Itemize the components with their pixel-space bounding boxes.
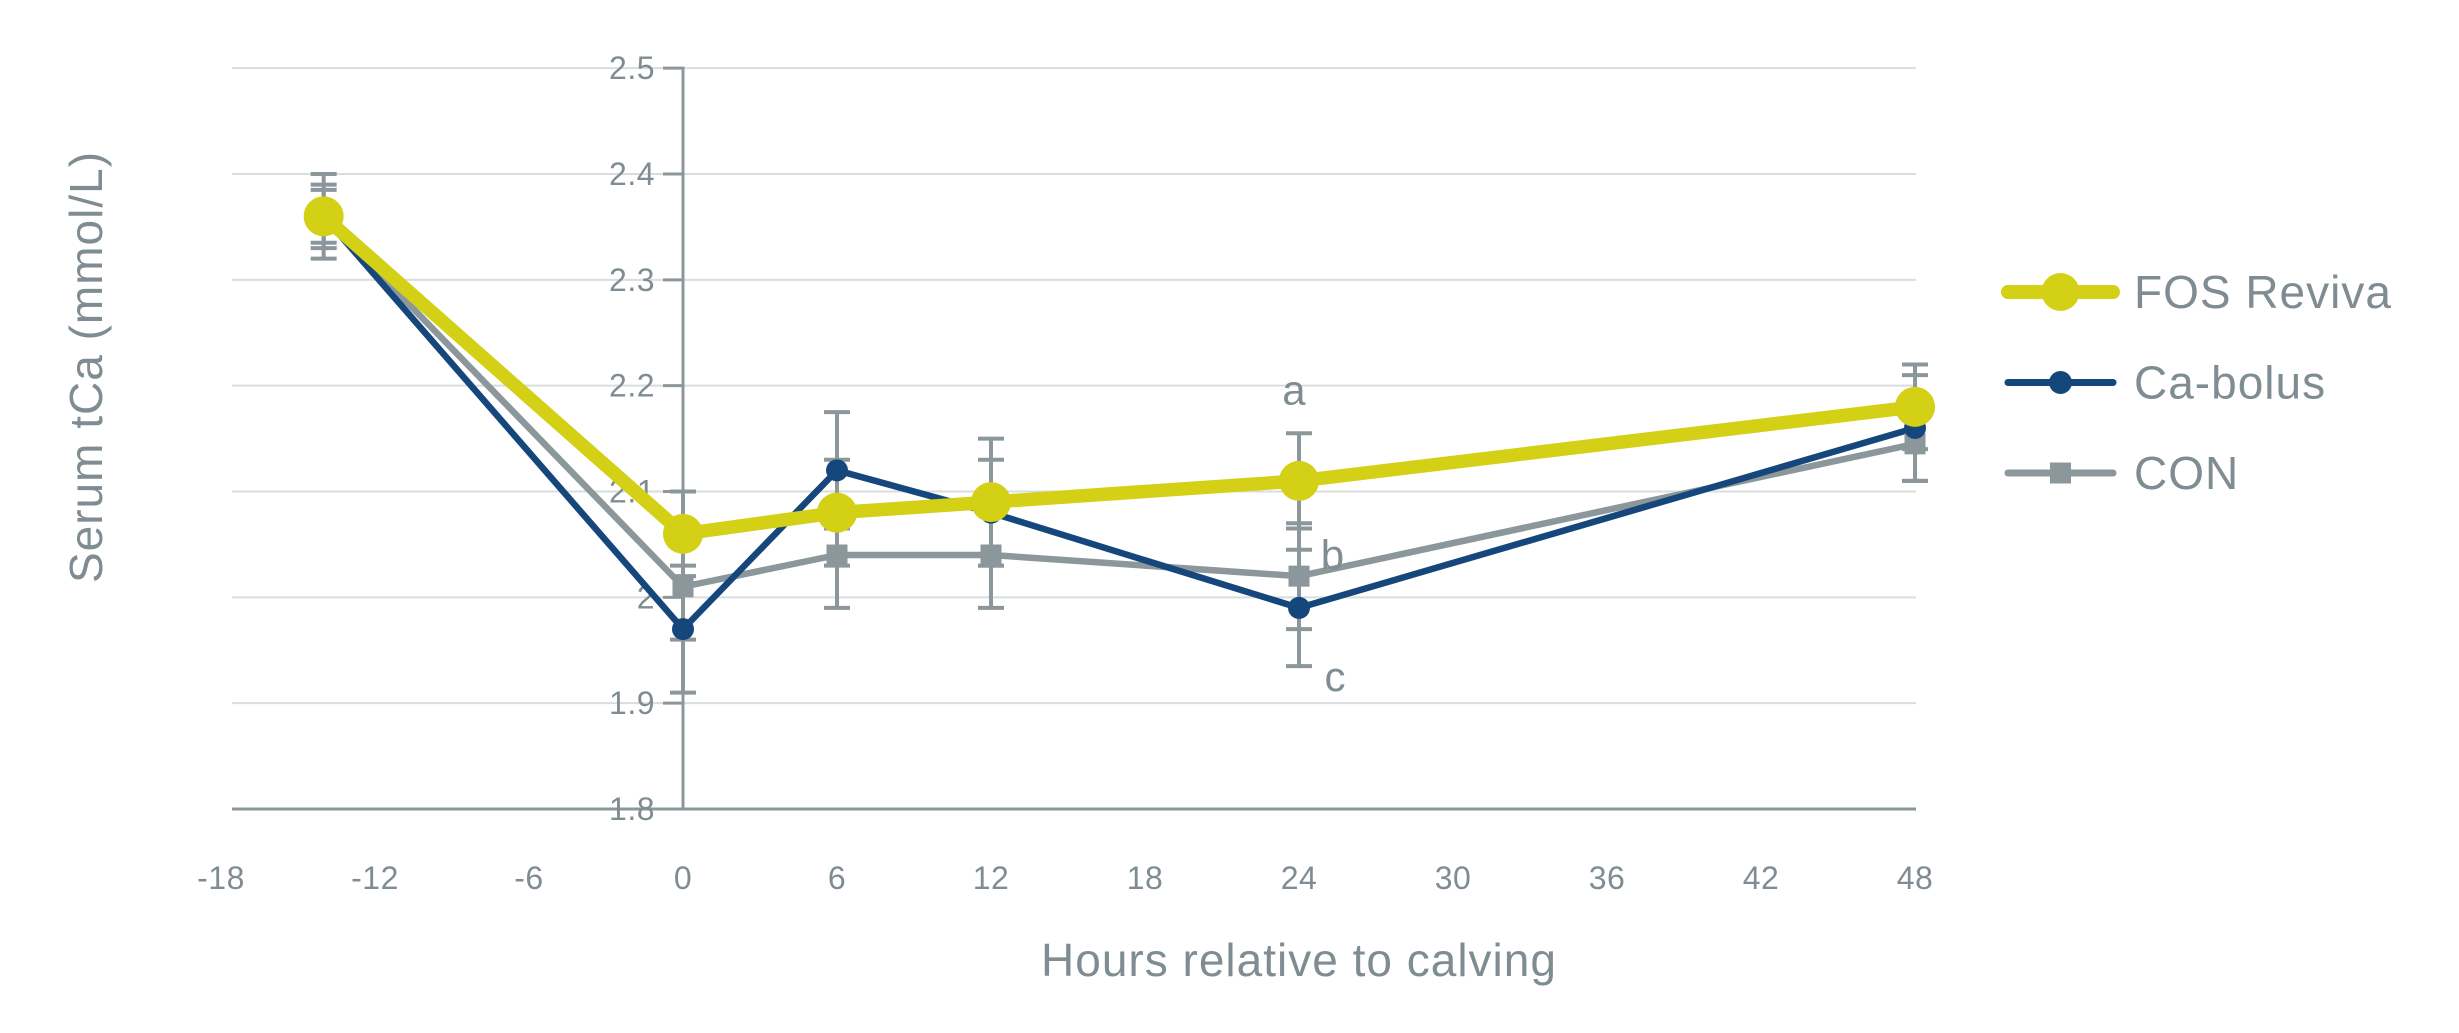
marker-ca-bolus bbox=[1288, 596, 1311, 619]
annotation-c: c bbox=[1324, 653, 1345, 700]
x-tick-label: 30 bbox=[1435, 860, 1472, 896]
annotation-b: b bbox=[1321, 531, 1344, 578]
x-axis-title: Hours relative to calving bbox=[1041, 934, 1557, 986]
tick-labels: 2.52.42.32.22.121.91.8-18 -12 -6 0 6 12 18 24 30… bbox=[197, 50, 1933, 896]
significance-letters: a b c bbox=[1282, 366, 1345, 700]
x-tick-label: -12 bbox=[351, 860, 399, 896]
y-tick-label: 2.5 bbox=[609, 50, 655, 86]
x-tick-label: 6 bbox=[828, 860, 846, 896]
marker-fos-reviva bbox=[663, 513, 703, 554]
y-tick-label: 2.2 bbox=[609, 368, 655, 404]
x-tick-label: 42 bbox=[1743, 860, 1780, 896]
legend-label-con: CON bbox=[2134, 447, 2239, 499]
marker-con bbox=[672, 576, 694, 598]
x-tick-label: 12 bbox=[973, 860, 1010, 896]
x-tick-label: -6 bbox=[514, 860, 543, 896]
marker-con bbox=[1288, 565, 1310, 587]
y-tick-label: 1.8 bbox=[609, 791, 655, 827]
y-tick-label: 2.4 bbox=[609, 156, 655, 192]
legend: FOS Reviva Ca-bolus CON bbox=[2001, 266, 2392, 499]
marker-con bbox=[826, 544, 848, 566]
y-tick-label: 1.9 bbox=[609, 685, 655, 721]
x-tick-label: 24 bbox=[1281, 860, 1318, 896]
marker-fos-reviva bbox=[971, 482, 1012, 523]
legend-marker-ca-bolus bbox=[2049, 371, 2072, 394]
marker-con bbox=[980, 544, 1002, 566]
legend-item-con: CON bbox=[2004, 447, 2239, 499]
x-tick-label: -18 bbox=[197, 860, 245, 896]
legend-label-fos-reviva: FOS Reviva bbox=[2134, 266, 2392, 318]
x-tick-label: 36 bbox=[1589, 860, 1626, 896]
annotation-a: a bbox=[1282, 366, 1306, 413]
y-axis-title: Serum tCa (mmol/L) bbox=[60, 151, 112, 583]
y-tick-label: 2.3 bbox=[609, 262, 655, 298]
series-line-fos-reviva bbox=[316, 209, 1922, 541]
marker-fos-reviva bbox=[1279, 460, 1320, 501]
x-tick-label: 48 bbox=[1897, 860, 1934, 896]
marker-ca-bolus bbox=[672, 618, 694, 641]
marker-ca-bolus bbox=[826, 459, 849, 482]
series-lines bbox=[316, 209, 1922, 633]
legend-item-fos-reviva: FOS Reviva bbox=[2001, 266, 2392, 318]
marker-con bbox=[1904, 433, 1926, 455]
legend-label-ca-bolus: Ca-bolus bbox=[2134, 357, 2326, 409]
legend-item-ca-bolus: Ca-bolus bbox=[2004, 357, 2326, 409]
series-line-ca-bolus bbox=[320, 213, 1919, 633]
legend-marker-con bbox=[2050, 462, 2071, 484]
x-tick-label: 0 bbox=[674, 860, 692, 896]
series-markers bbox=[303, 196, 1936, 641]
marker-fos-reviva bbox=[817, 492, 858, 533]
marker-fos-reviva bbox=[1895, 386, 1936, 427]
marker-fos-reviva bbox=[303, 196, 344, 237]
legend-marker-fos-reviva bbox=[2041, 273, 2080, 311]
series-line-con bbox=[320, 213, 1919, 590]
x-tick-label: 18 bbox=[1127, 860, 1164, 896]
